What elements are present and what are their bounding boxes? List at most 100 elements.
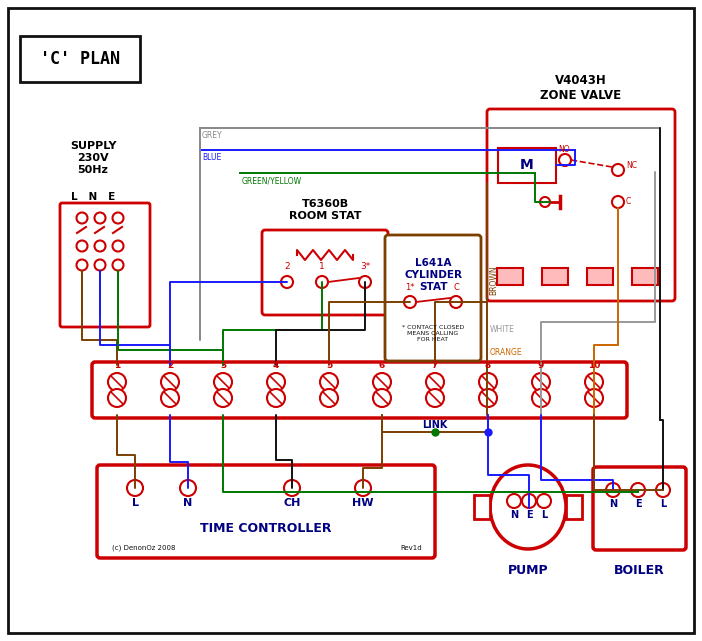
Text: N: N (183, 498, 192, 508)
Circle shape (267, 389, 285, 407)
Text: GREY: GREY (202, 131, 223, 140)
FancyBboxPatch shape (262, 230, 388, 315)
FancyBboxPatch shape (593, 467, 686, 550)
Text: M: M (520, 158, 534, 172)
Circle shape (127, 480, 143, 496)
Text: 7: 7 (432, 361, 438, 370)
Text: T6360B
ROOM STAT: T6360B ROOM STAT (289, 199, 362, 221)
Circle shape (373, 373, 391, 391)
Circle shape (77, 213, 88, 224)
Text: 6: 6 (379, 361, 385, 370)
Ellipse shape (490, 465, 566, 549)
Text: 2: 2 (284, 262, 290, 271)
Circle shape (612, 196, 624, 208)
Text: TIME CONTROLLER: TIME CONTROLLER (200, 522, 332, 535)
Text: L641A
CYLINDER
STAT: L641A CYLINDER STAT (404, 258, 462, 292)
Text: L: L (541, 510, 547, 520)
Text: (c) DenonOz 2008: (c) DenonOz 2008 (112, 545, 176, 551)
Text: 'C' PLAN: 'C' PLAN (40, 50, 120, 68)
Circle shape (426, 373, 444, 391)
FancyBboxPatch shape (542, 268, 568, 285)
Circle shape (95, 260, 105, 271)
Circle shape (373, 389, 391, 407)
Text: BLUE: BLUE (202, 153, 221, 162)
Text: V4043H
ZONE VALVE: V4043H ZONE VALVE (541, 74, 621, 102)
Circle shape (77, 260, 88, 271)
Text: SUPPLY
230V
50Hz: SUPPLY 230V 50Hz (69, 142, 117, 174)
Circle shape (479, 389, 497, 407)
Text: N: N (510, 510, 518, 520)
Circle shape (606, 483, 620, 497)
Circle shape (585, 373, 603, 391)
Circle shape (320, 389, 338, 407)
Circle shape (112, 213, 124, 224)
Text: L: L (131, 498, 138, 508)
Circle shape (656, 483, 670, 497)
Text: * CONTACT CLOSED
MEANS CALLING
FOR HEAT: * CONTACT CLOSED MEANS CALLING FOR HEAT (402, 325, 464, 342)
Text: 5: 5 (326, 361, 332, 370)
Text: ORANGE: ORANGE (490, 348, 522, 357)
Circle shape (532, 373, 550, 391)
Circle shape (522, 494, 536, 508)
FancyBboxPatch shape (92, 362, 627, 418)
Text: 1*: 1* (405, 283, 415, 292)
FancyBboxPatch shape (587, 268, 613, 285)
Circle shape (108, 389, 126, 407)
FancyBboxPatch shape (20, 36, 140, 82)
Text: E: E (526, 510, 532, 520)
Text: C: C (453, 283, 459, 292)
Circle shape (161, 373, 179, 391)
Circle shape (316, 276, 328, 288)
Text: 10: 10 (588, 361, 600, 370)
Text: 1: 1 (319, 262, 325, 271)
Text: E: E (635, 499, 642, 509)
Circle shape (612, 164, 624, 176)
Text: PUMP: PUMP (508, 563, 548, 576)
Circle shape (108, 373, 126, 391)
Text: 3*: 3* (360, 262, 370, 271)
Circle shape (77, 240, 88, 251)
FancyBboxPatch shape (632, 268, 658, 285)
Text: LINK: LINK (423, 420, 448, 430)
FancyBboxPatch shape (385, 235, 481, 361)
Circle shape (95, 213, 105, 224)
Circle shape (404, 296, 416, 308)
Circle shape (214, 373, 232, 391)
FancyBboxPatch shape (8, 8, 694, 633)
Circle shape (532, 389, 550, 407)
Circle shape (267, 373, 285, 391)
Circle shape (359, 276, 371, 288)
Text: BOILER: BOILER (614, 563, 664, 576)
Text: NC: NC (626, 161, 637, 170)
Circle shape (559, 154, 571, 166)
Circle shape (112, 240, 124, 251)
Text: BROWN: BROWN (489, 265, 498, 295)
Circle shape (585, 389, 603, 407)
Circle shape (426, 389, 444, 407)
Circle shape (631, 483, 645, 497)
Circle shape (161, 389, 179, 407)
FancyBboxPatch shape (97, 465, 435, 558)
Text: HW: HW (352, 498, 373, 508)
Circle shape (281, 276, 293, 288)
Circle shape (540, 197, 550, 207)
Text: Rev1d: Rev1d (400, 545, 422, 551)
Circle shape (95, 240, 105, 251)
Circle shape (537, 494, 551, 508)
Circle shape (479, 373, 497, 391)
Circle shape (450, 296, 462, 308)
Circle shape (507, 494, 521, 508)
Circle shape (112, 260, 124, 271)
Text: L   N   E: L N E (71, 192, 115, 202)
FancyBboxPatch shape (566, 495, 582, 519)
Text: C: C (626, 197, 631, 206)
Circle shape (355, 480, 371, 496)
Text: GREEN/YELLOW: GREEN/YELLOW (242, 176, 302, 185)
FancyBboxPatch shape (498, 148, 556, 183)
Text: WHITE: WHITE (490, 325, 515, 334)
Text: L: L (660, 499, 666, 509)
Circle shape (320, 373, 338, 391)
Text: 9: 9 (538, 361, 544, 370)
Text: 8: 8 (485, 361, 491, 370)
Text: 3: 3 (220, 361, 226, 370)
